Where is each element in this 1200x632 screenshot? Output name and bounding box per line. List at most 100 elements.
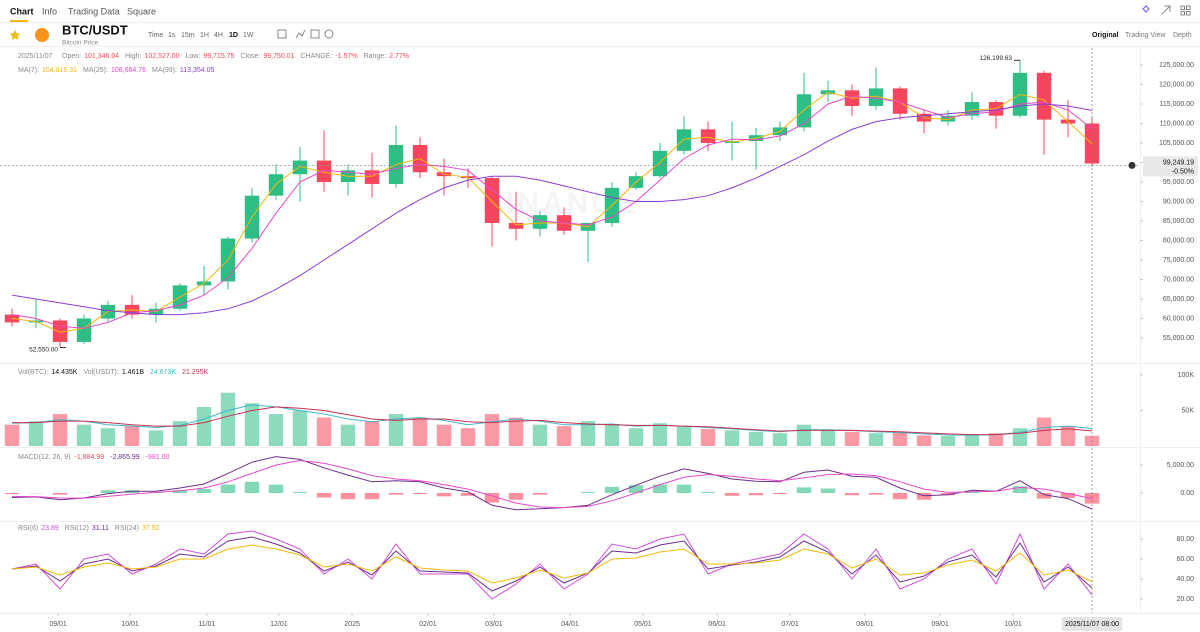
rsi-legend-item: 31.11 [92, 525, 109, 532]
y-tick-label: 125,000.00 [1159, 62, 1194, 69]
ma-line [11, 103, 1093, 316]
candle-body [316, 160, 332, 183]
volume-bar [724, 430, 740, 446]
volume-bar [52, 414, 68, 446]
y-tick-label: 55,000.00 [1163, 335, 1194, 342]
coin-icon [35, 28, 49, 42]
tool-icons [277, 29, 334, 39]
volume-bar [772, 433, 788, 446]
candle-body [364, 170, 380, 184]
ohlc-info-item: 101,346.04 [84, 53, 119, 60]
tool-icon[interactable] [310, 29, 320, 39]
y-tick-label: 85,000.00 [1163, 218, 1194, 225]
ma-legend: MA(7): 104,816.31 MA(25): 108,664.76 MA(99):… [18, 67, 215, 74]
icon-grid[interactable] [1186, 11, 1191, 16]
ma-line [11, 95, 1093, 329]
rsi-legend-item: RSI(24) [115, 525, 139, 532]
icon-grid[interactable] [1180, 11, 1185, 16]
volume-bar [364, 421, 380, 446]
macd-bar [244, 481, 260, 494]
icon-grid[interactable] [1186, 5, 1191, 10]
view-tab[interactable]: Depth [1173, 32, 1192, 39]
view-tab[interactable]: Trading View [1125, 32, 1166, 39]
y-tick-label: 20.00 [1176, 596, 1194, 603]
macd-bar [460, 493, 476, 496]
volume-bar [964, 434, 980, 446]
macd-bar [604, 486, 620, 494]
y-tick-label: 75,000.00 [1163, 257, 1194, 264]
ma-legend-item: 104,816.31 [42, 67, 77, 74]
view-tab[interactable]: Original [1092, 32, 1119, 39]
macd-bar [100, 490, 116, 494]
ma-legend-item: 108,664.76 [111, 67, 146, 74]
candle-body [940, 115, 956, 122]
macd-bar [436, 493, 452, 497]
volume-bar [556, 426, 572, 446]
macd-bar [844, 493, 860, 496]
volume-bar [532, 424, 548, 446]
macd-bar [172, 490, 188, 494]
favorite-star[interactable] [9, 30, 21, 40]
interval-tab[interactable]: Time [148, 32, 163, 39]
tool-icon[interactable] [295, 29, 306, 39]
interval-tab[interactable]: 4H [214, 32, 223, 39]
interval-tab[interactable]: 15m [181, 32, 195, 39]
x-tick-label: 10/01 [121, 621, 139, 628]
y-tick-label: 40.00 [1176, 576, 1194, 583]
candle-body [484, 178, 500, 223]
icon-expand[interactable] [1161, 5, 1171, 15]
macd-bar [196, 489, 212, 494]
macd-bar [1036, 493, 1052, 499]
volume-bar [604, 424, 620, 446]
y-tick-label: 90,000.00 [1163, 198, 1194, 205]
interval-tab[interactable]: 1s [168, 32, 176, 39]
icon-ai[interactable] [1142, 5, 1150, 13]
ohlc-date: 2025/11/07 [18, 53, 53, 60]
volume-bar [4, 424, 20, 446]
rsi-line [11, 536, 1093, 592]
macd-bar [1060, 493, 1076, 499]
macd-bar [508, 493, 524, 500]
volume-bar [748, 431, 764, 446]
volume-bar [100, 428, 116, 446]
macd-legend-item: MACD(12, 26, 9) [18, 454, 71, 461]
rsi-legend-item: RSI(12) [65, 525, 89, 532]
volume-bar [892, 431, 908, 446]
y-tick-label: 5,000.00 [1167, 462, 1194, 469]
ohlc-info-item: Range: [364, 53, 387, 60]
volume-legend-item: 1.461B [122, 369, 145, 376]
interval-tab[interactable]: 1W [243, 32, 254, 39]
cursor-box [1062, 617, 1122, 631]
macd-line [11, 459, 1093, 509]
macd-bar [292, 491, 308, 494]
x-tick-label: 2025 [344, 621, 360, 628]
x-tick-label: 11/01 [198, 621, 215, 628]
macd-bar [820, 488, 836, 494]
interval-tab[interactable]: 1D [229, 32, 238, 39]
macd-bar [748, 493, 764, 496]
macd-bar [676, 484, 692, 494]
tool-icon[interactable] [324, 29, 334, 39]
volume-bar [580, 421, 596, 446]
nav-tab[interactable]: Info [42, 6, 57, 16]
icon-grid[interactable] [1180, 5, 1185, 10]
volume-bar [124, 426, 140, 446]
volume-bar [916, 435, 932, 446]
nav-tab[interactable]: Square [127, 6, 156, 16]
nav-tab[interactable]: Trading Data [68, 6, 120, 16]
x-tick-label: 09/01 [49, 621, 67, 628]
last-price-dot [1128, 161, 1136, 169]
x-tick-label: 07/01 [781, 621, 799, 628]
macd-legend-item: -1,884.99 [75, 454, 105, 461]
macd-bar [628, 485, 644, 494]
macd-bar [1012, 486, 1028, 494]
tool-icon[interactable] [277, 29, 287, 39]
volume-bar [76, 424, 92, 446]
macd-bar [772, 493, 788, 495]
y-tick-label: 110,000.00 [1159, 120, 1194, 127]
nav-tab[interactable]: Chart [10, 6, 34, 16]
interval-tab[interactable]: 1H [200, 32, 209, 39]
candle-body [268, 174, 284, 196]
ohlc-info-item: Low: [186, 53, 201, 60]
